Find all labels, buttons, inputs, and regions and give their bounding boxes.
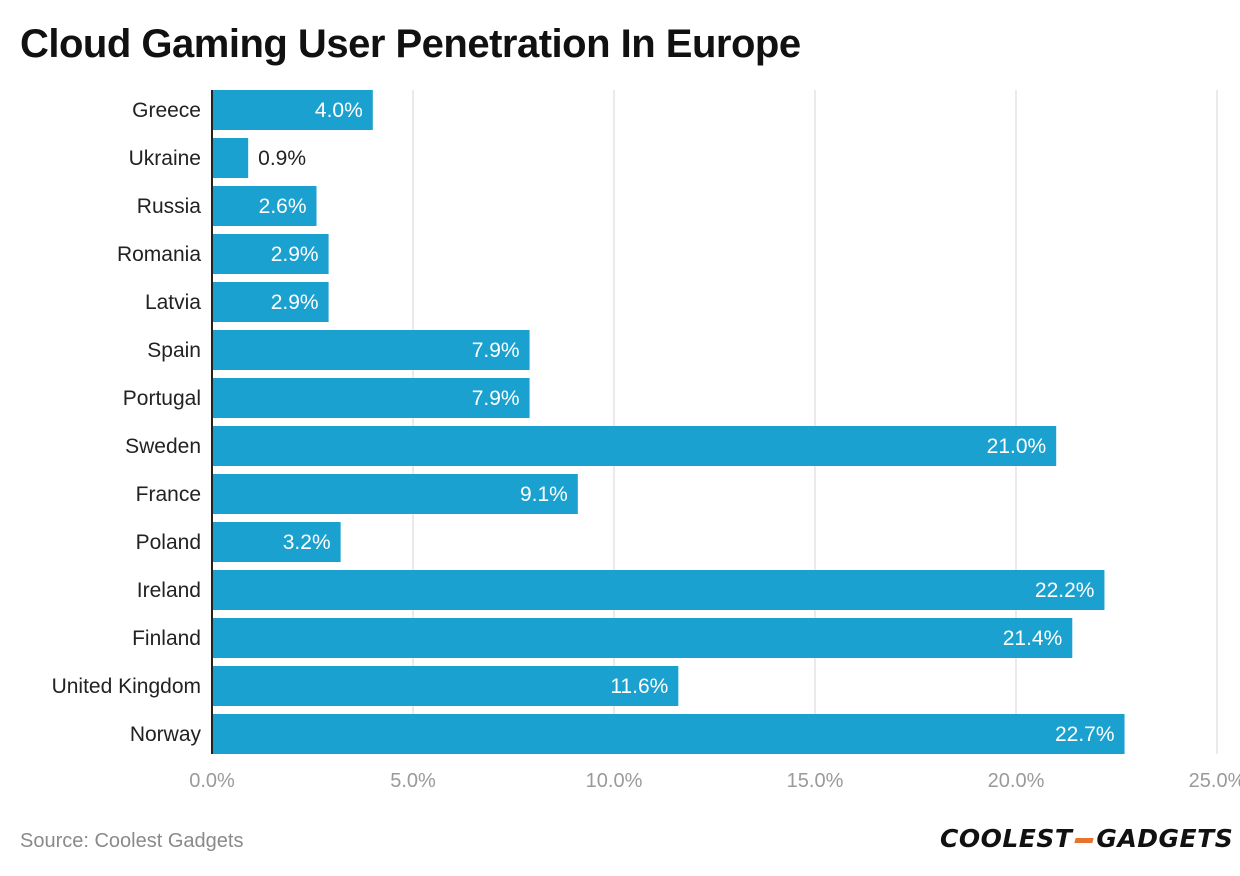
category-label: Finland <box>132 627 201 650</box>
bar <box>212 666 679 706</box>
category-label: Poland <box>136 531 201 554</box>
bar <box>212 138 249 178</box>
value-label: 22.2% <box>1035 579 1095 602</box>
value-label: 3.2% <box>283 531 331 554</box>
category-label: Latvia <box>145 291 201 314</box>
x-tick-label: 15.0% <box>787 770 844 792</box>
bar <box>212 90 373 130</box>
bar <box>212 522 341 562</box>
logo-text-coolest: COOLEST <box>940 824 1073 853</box>
category-label: Greece <box>132 99 201 122</box>
value-label: 21.4% <box>1003 627 1063 650</box>
logo-text-gadgets: GADGETS <box>1096 824 1234 853</box>
bar <box>212 234 329 274</box>
x-tick-label: 25.0% <box>1189 770 1240 792</box>
category-label: Sweden <box>125 435 201 458</box>
bar <box>212 330 530 370</box>
value-label: 2.9% <box>271 243 319 266</box>
bar <box>212 618 1073 658</box>
value-label: 9.1% <box>520 483 568 506</box>
bar <box>212 186 317 226</box>
value-label: 7.9% <box>472 387 520 410</box>
value-label: 22.7% <box>1055 723 1115 746</box>
category-label: United Kingdom <box>52 675 201 698</box>
logo-dash <box>1074 837 1095 843</box>
x-tick-label: 20.0% <box>988 770 1045 792</box>
category-label: Spain <box>147 339 201 362</box>
category-label: Ukraine <box>129 147 201 170</box>
category-labels: Greece Ukraine Russia Romania Latvia Spain Por… <box>52 99 202 746</box>
bar <box>212 282 329 322</box>
x-tick-label: 10.0% <box>586 770 643 792</box>
x-tick-label: 0.0% <box>189 770 235 792</box>
category-label: France <box>136 483 201 506</box>
category-label: Romania <box>117 243 201 266</box>
category-label: Russia <box>137 195 202 218</box>
coolest-gadgets-logo: COOLEST GADGETS <box>940 824 1233 853</box>
chart-title: Cloud Gaming User Penetration In Europe <box>20 22 801 66</box>
value-label: 4.0% <box>315 99 363 122</box>
value-label: 0.9% <box>258 147 306 170</box>
source-note: Source: Coolest Gadgets <box>20 830 244 852</box>
x-tick-label: 5.0% <box>390 770 436 792</box>
bar <box>212 426 1057 466</box>
bars: 4.0% 0.9% 2.6% 2.9% 2.9% 7.9% 7.9% 21.0% 9.1% 3.2… <box>212 90 1125 754</box>
x-tick-labels: 0.0% 5.0% 10.0% 15.0% 20.0% 25.0% <box>189 770 1240 792</box>
value-label: 2.6% <box>259 195 307 218</box>
category-label: Ireland <box>137 579 201 602</box>
bar <box>212 378 530 418</box>
value-label: 7.9% <box>472 339 520 362</box>
bar <box>212 474 578 514</box>
bar <box>212 570 1105 610</box>
value-label: 11.6% <box>610 675 668 698</box>
category-label: Norway <box>130 723 202 746</box>
value-label: 21.0% <box>987 435 1047 458</box>
bar <box>212 714 1125 754</box>
category-label: Portugal <box>123 387 201 410</box>
value-label: 2.9% <box>271 291 319 314</box>
